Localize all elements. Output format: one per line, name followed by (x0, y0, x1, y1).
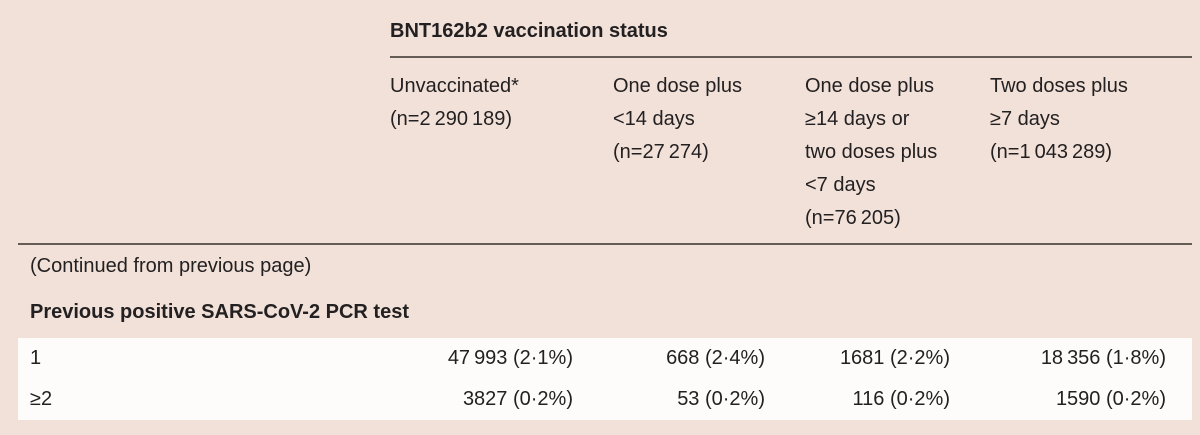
row-label: 1 (18, 338, 390, 379)
value-cell-two-doses-ge7: 18 356 (1·8%) (990, 338, 1192, 379)
column-header-one-dose-ge14-or-two-lt7: One dose plus ≥14 days or two doses plus… (805, 57, 990, 245)
column-header-two-doses-ge7: Two doses plus ≥7 days (n=1 043 289) (990, 57, 1192, 245)
value-cell-one-dose-lt14: 668 (2·4%) (613, 338, 805, 379)
value-cell-one-dose-ge14-or-two-lt7: 116 (0·2%) (805, 379, 990, 420)
column-header-row: Unvaccinated* (n=2 290 189) One dose plu… (18, 57, 1192, 245)
continued-note: (Continued from previous page) (30, 255, 312, 277)
column-header-spacer (18, 57, 390, 245)
value-cell-one-dose-ge14-or-two-lt7: 1681 (2·2%) (805, 338, 990, 379)
table-row: ≥2 3827 (0·2%) 53 (0·2%) 116 (0·2%) 1590… (18, 379, 1192, 420)
continued-note-row: (Continued from previous page) (18, 244, 1192, 290)
value-cell-unvaccinated: 47 993 (2·1%) (390, 338, 613, 379)
section-header-previous-pcr: Previous positive SARS-CoV-2 PCR test (30, 301, 409, 323)
column-header-unvaccinated: Unvaccinated* (n=2 290 189) (390, 57, 613, 245)
group-header-title: BNT162b2 vaccination status (390, 0, 1192, 58)
value-cell-unvaccinated: 3827 (0·2%) (390, 379, 613, 420)
column-header-one-dose-lt14: One dose plus <14 days (n=27 274) (613, 57, 805, 245)
row-label: ≥2 (18, 379, 390, 420)
vaccination-status-table: BNT162b2 vaccination status Unvaccinated… (18, 0, 1192, 420)
group-header-row: BNT162b2 vaccination status (18, 0, 1192, 58)
value-cell-one-dose-lt14: 53 (0·2%) (613, 379, 805, 420)
section-header-row: Previous positive SARS-CoV-2 PCR test (18, 290, 1192, 338)
group-header-spacer (18, 0, 390, 57)
value-cell-two-doses-ge7: 1590 (0·2%) (990, 379, 1192, 420)
table-row: 1 47 993 (2·1%) 668 (2·4%) 1681 (2·2%) 1… (18, 338, 1192, 379)
